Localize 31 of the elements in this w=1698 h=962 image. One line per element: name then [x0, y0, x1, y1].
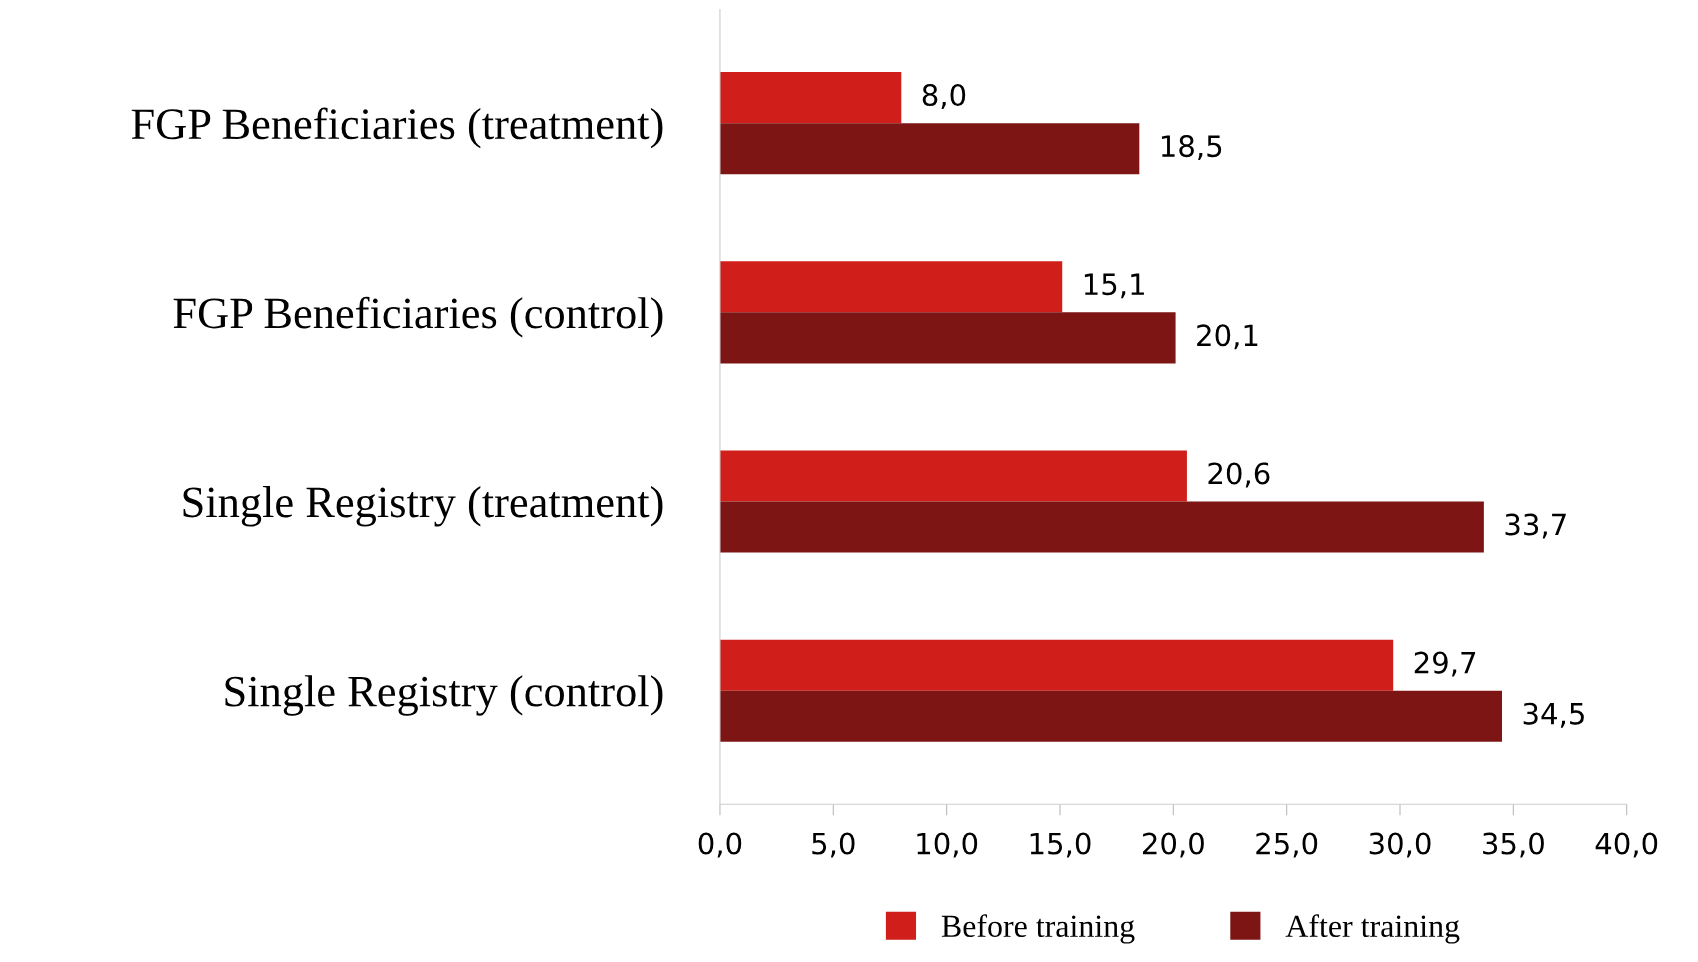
data-label: 29,7: [1414, 651, 1476, 677]
data-label: 18,5: [1161, 135, 1222, 161]
x-tick-label: 5,0: [812, 832, 855, 858]
bar: [719, 450, 1187, 502]
x-tick-label: 0,0: [698, 832, 742, 858]
bar: [719, 690, 1503, 742]
x-tick-label: 35,0: [1483, 832, 1544, 858]
data-label: 20,1: [1197, 324, 1258, 350]
y-tick-label: Single Registry (control): [225, 675, 663, 716]
data-label: 20,6: [1208, 462, 1270, 488]
bar: [719, 501, 1484, 553]
legend-label: After training: [1285, 914, 1460, 944]
x-tick-label: 40,0: [1595, 832, 1658, 858]
x-tick-label: 20,0: [1142, 832, 1204, 858]
data-label: 34,5: [1523, 702, 1584, 728]
x-tick-label: 30,0: [1369, 832, 1431, 858]
data-label: 33,7: [1505, 513, 1566, 539]
data-label: 15,1: [1084, 273, 1144, 299]
bar: [719, 639, 1394, 691]
y-tick-label: FGP Beneficiaries (treatment): [131, 107, 663, 149]
data-label: 8,0: [922, 84, 966, 110]
bar: [719, 123, 1140, 175]
bar: [719, 261, 1063, 313]
bar: [719, 312, 1176, 364]
x-tick-label: 25,0: [1256, 832, 1318, 858]
y-tick-label: Single Registry (treatment): [183, 486, 663, 527]
bar: [719, 72, 902, 124]
legend-label: Before training: [941, 914, 1135, 944]
x-tick-label: 10,0: [917, 832, 978, 858]
x-tick-label: 15,0: [1030, 832, 1091, 858]
y-tick-label: FGP Beneficiaries (control): [173, 296, 663, 338]
